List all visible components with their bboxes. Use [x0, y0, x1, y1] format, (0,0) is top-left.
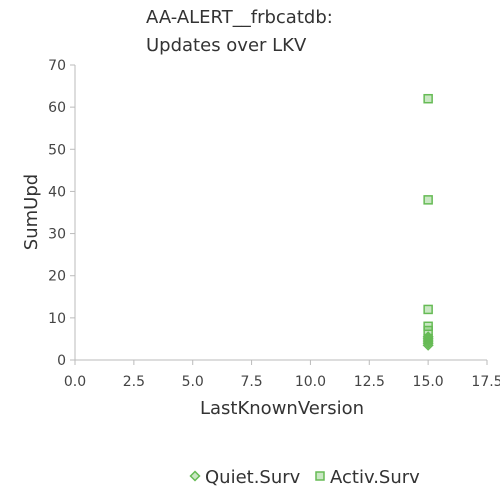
- legend-diamond-marker: [189, 470, 201, 482]
- legend-square-marker: [315, 471, 325, 481]
- legend: Quiet.Surv Activ.Surv: [189, 467, 420, 488]
- activ-surv-point: [423, 195, 433, 205]
- plot-axes: 0.0 2.5 5.0 7.5 10.0 12.5 15.0 17.5 0 10 20 30 40 50 6…: [48, 58, 500, 390]
- x-tick-label: 17.5: [471, 374, 500, 390]
- x-tick-label: 7.5: [240, 374, 262, 390]
- chart-title-line-1: AA-ALERT__frbcatdb:: [146, 7, 333, 28]
- y-tick-label: 50: [48, 142, 66, 158]
- y-axis-label: SumUpd: [21, 174, 42, 250]
- y-tick-label: 30: [48, 227, 66, 243]
- activ-surv-point: [423, 325, 433, 336]
- x-tick-label: 2.5: [123, 374, 145, 390]
- chart-title-line-2: Updates over LKV: [146, 35, 307, 56]
- x-tick-label: 15.0: [413, 374, 444, 390]
- activ-surv-point: [423, 334, 433, 344]
- y-tick-label: 20: [48, 269, 66, 285]
- data-points: [422, 93, 434, 351]
- y-tick-label: 70: [48, 58, 66, 74]
- x-tick-label: 12.5: [354, 374, 385, 390]
- legend-label: Quiet.Surv: [205, 467, 301, 488]
- legend-label: Activ.Surv: [330, 467, 420, 488]
- x-tick-label: 5.0: [182, 374, 204, 390]
- activ-surv-point: [423, 93, 433, 104]
- x-tick-label: 10.0: [295, 374, 326, 390]
- y-tick-label: 0: [57, 353, 66, 369]
- x-tick-label: 0.0: [64, 374, 86, 390]
- activ-surv-point: [423, 304, 433, 315]
- y-tick-label: 60: [48, 100, 66, 116]
- x-axis-label: LastKnownVersion: [200, 398, 364, 419]
- y-tick-label: 40: [48, 184, 66, 200]
- y-tick-label: 10: [48, 311, 66, 327]
